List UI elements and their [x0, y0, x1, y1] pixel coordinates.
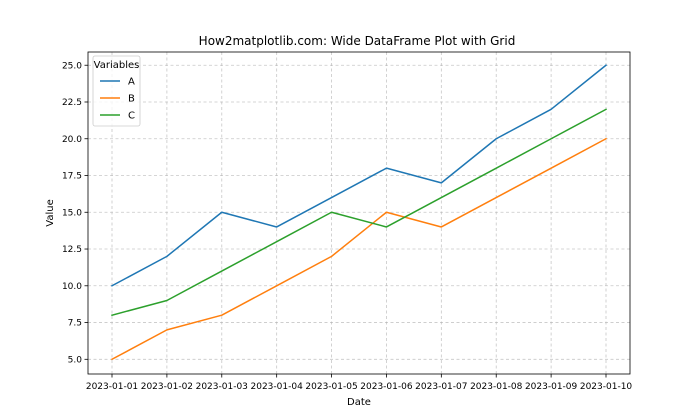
axes-frame	[87, 51, 631, 375]
x-tick-label: 2023-01-01	[86, 382, 138, 392]
legend-title: Variables	[94, 60, 140, 71]
legend: Variables ABC	[92, 55, 141, 127]
x-tick-label: 2023-01-04	[251, 382, 304, 392]
legend-label-b: B	[128, 94, 135, 105]
y-axis-label: Value	[45, 199, 56, 226]
series-line-b	[110, 137, 608, 361]
y-tick-label: 5.0	[68, 355, 83, 365]
series-layer	[110, 64, 608, 361]
x-axis-label: Date	[347, 397, 371, 408]
x-tick-label: 2023-01-02	[141, 382, 193, 392]
y-tick-label: 15.0	[62, 208, 82, 218]
y-tick-label: 7.5	[68, 319, 82, 329]
y-tick-label: 10.0	[62, 282, 82, 292]
legend-entries: ABC	[100, 77, 135, 122]
legend-label-a: A	[128, 77, 135, 88]
x-tick-label: 2023-01-10	[580, 382, 633, 392]
y-tick-label: 22.5	[62, 98, 82, 108]
x-tick-label: 2023-01-03	[196, 382, 248, 392]
x-tick-label: 2023-01-05	[305, 382, 357, 392]
y-tick-label: 25.0	[62, 61, 82, 71]
y-tick-label: 12.5	[62, 245, 82, 255]
x-tick-label: 2023-01-06	[360, 382, 413, 392]
y-tick-label: 17.5	[62, 172, 82, 182]
series-line-a	[110, 64, 608, 287]
x-tick-label: 2023-01-08	[470, 382, 523, 392]
tick-layer: 2023-01-01 2023-01-02 2023-01-03 2023-01-04…	[62, 61, 632, 392]
y-tick-label: 20.0	[62, 135, 82, 145]
legend-label-c: C	[128, 111, 135, 122]
chart-title: How2matplotlib.com: Wide DataFrame Plot …	[199, 34, 516, 48]
x-tick-label: 2023-01-07	[415, 382, 467, 392]
x-tick-label: 2023-01-09	[525, 382, 578, 392]
series-line-c	[111, 108, 608, 317]
legend-box	[92, 55, 141, 127]
